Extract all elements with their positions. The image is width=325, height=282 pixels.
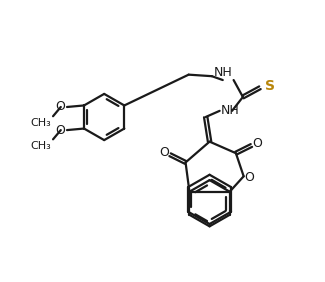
- Text: O: O: [56, 100, 65, 113]
- Text: O: O: [253, 137, 263, 150]
- Text: O: O: [244, 171, 254, 184]
- Text: S: S: [266, 79, 275, 93]
- Text: CH₃: CH₃: [31, 118, 51, 128]
- Text: NH: NH: [213, 65, 232, 78]
- Text: NH: NH: [221, 104, 240, 117]
- Text: CH₃: CH₃: [31, 141, 51, 151]
- Text: O: O: [159, 146, 169, 159]
- Text: O: O: [56, 124, 65, 136]
